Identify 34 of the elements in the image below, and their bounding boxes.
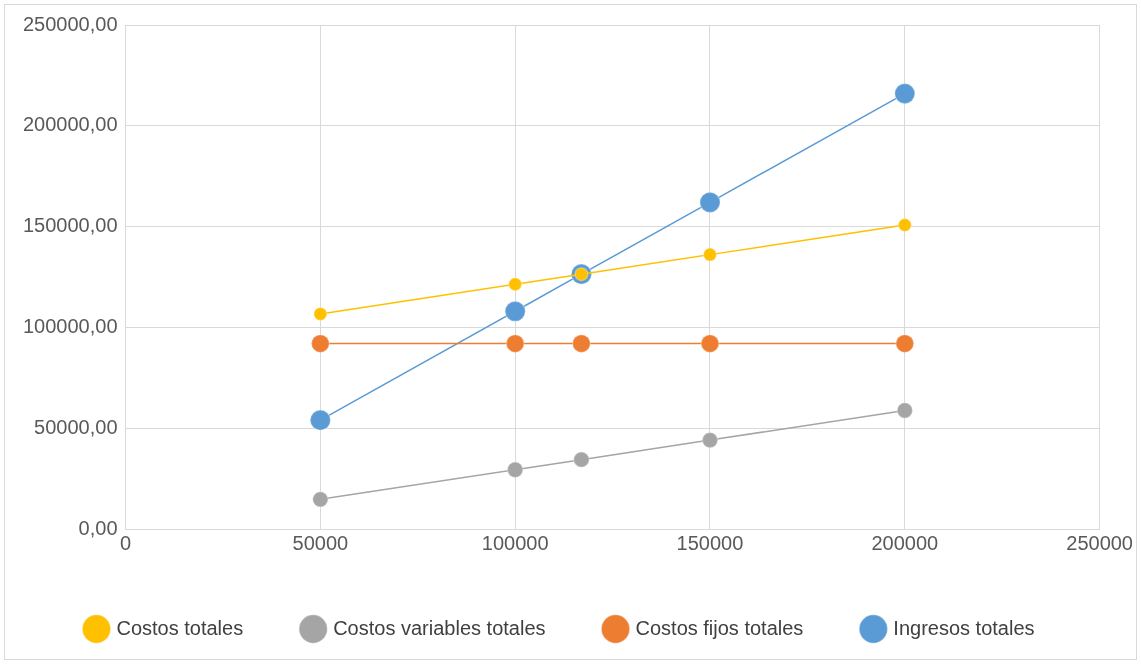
point [702,247,718,262]
legend-label: Ingresos totales [893,616,1035,639]
y-tick-label: 250000,00 [22,12,118,35]
point [700,333,720,354]
point [507,277,523,292]
point [895,333,915,354]
x-tick-label: 200000 [871,531,939,554]
legend-label: Costos variables totales [333,616,546,639]
point [572,451,590,469]
point [701,431,719,449]
y-tick-label: 50000,00 [34,415,118,438]
x-tick-label: 0 [119,531,132,554]
point [309,409,332,431]
x-tick-label: 100000 [481,531,549,554]
x-tick-label: 50000 [292,531,349,554]
point [571,333,592,354]
point [896,402,914,419]
point [699,191,721,214]
y-tick-label: 0,00 [78,516,118,539]
point [893,82,916,105]
x-tick-label: 250000 [1066,531,1134,554]
x-tick-label: 150000 [676,531,744,554]
point [311,490,329,508]
y-tick-label: 100000,00 [22,314,118,337]
point [313,306,328,322]
y-tick-label: 150000,00 [22,214,118,237]
point [897,217,913,233]
legend-label: Costos totales [116,616,244,639]
point [506,461,524,479]
point [310,333,331,354]
point [505,333,525,354]
y-tick-label: 200000,00 [22,113,118,136]
legend-label: Costos fijos totales [635,616,804,639]
point [504,300,527,323]
